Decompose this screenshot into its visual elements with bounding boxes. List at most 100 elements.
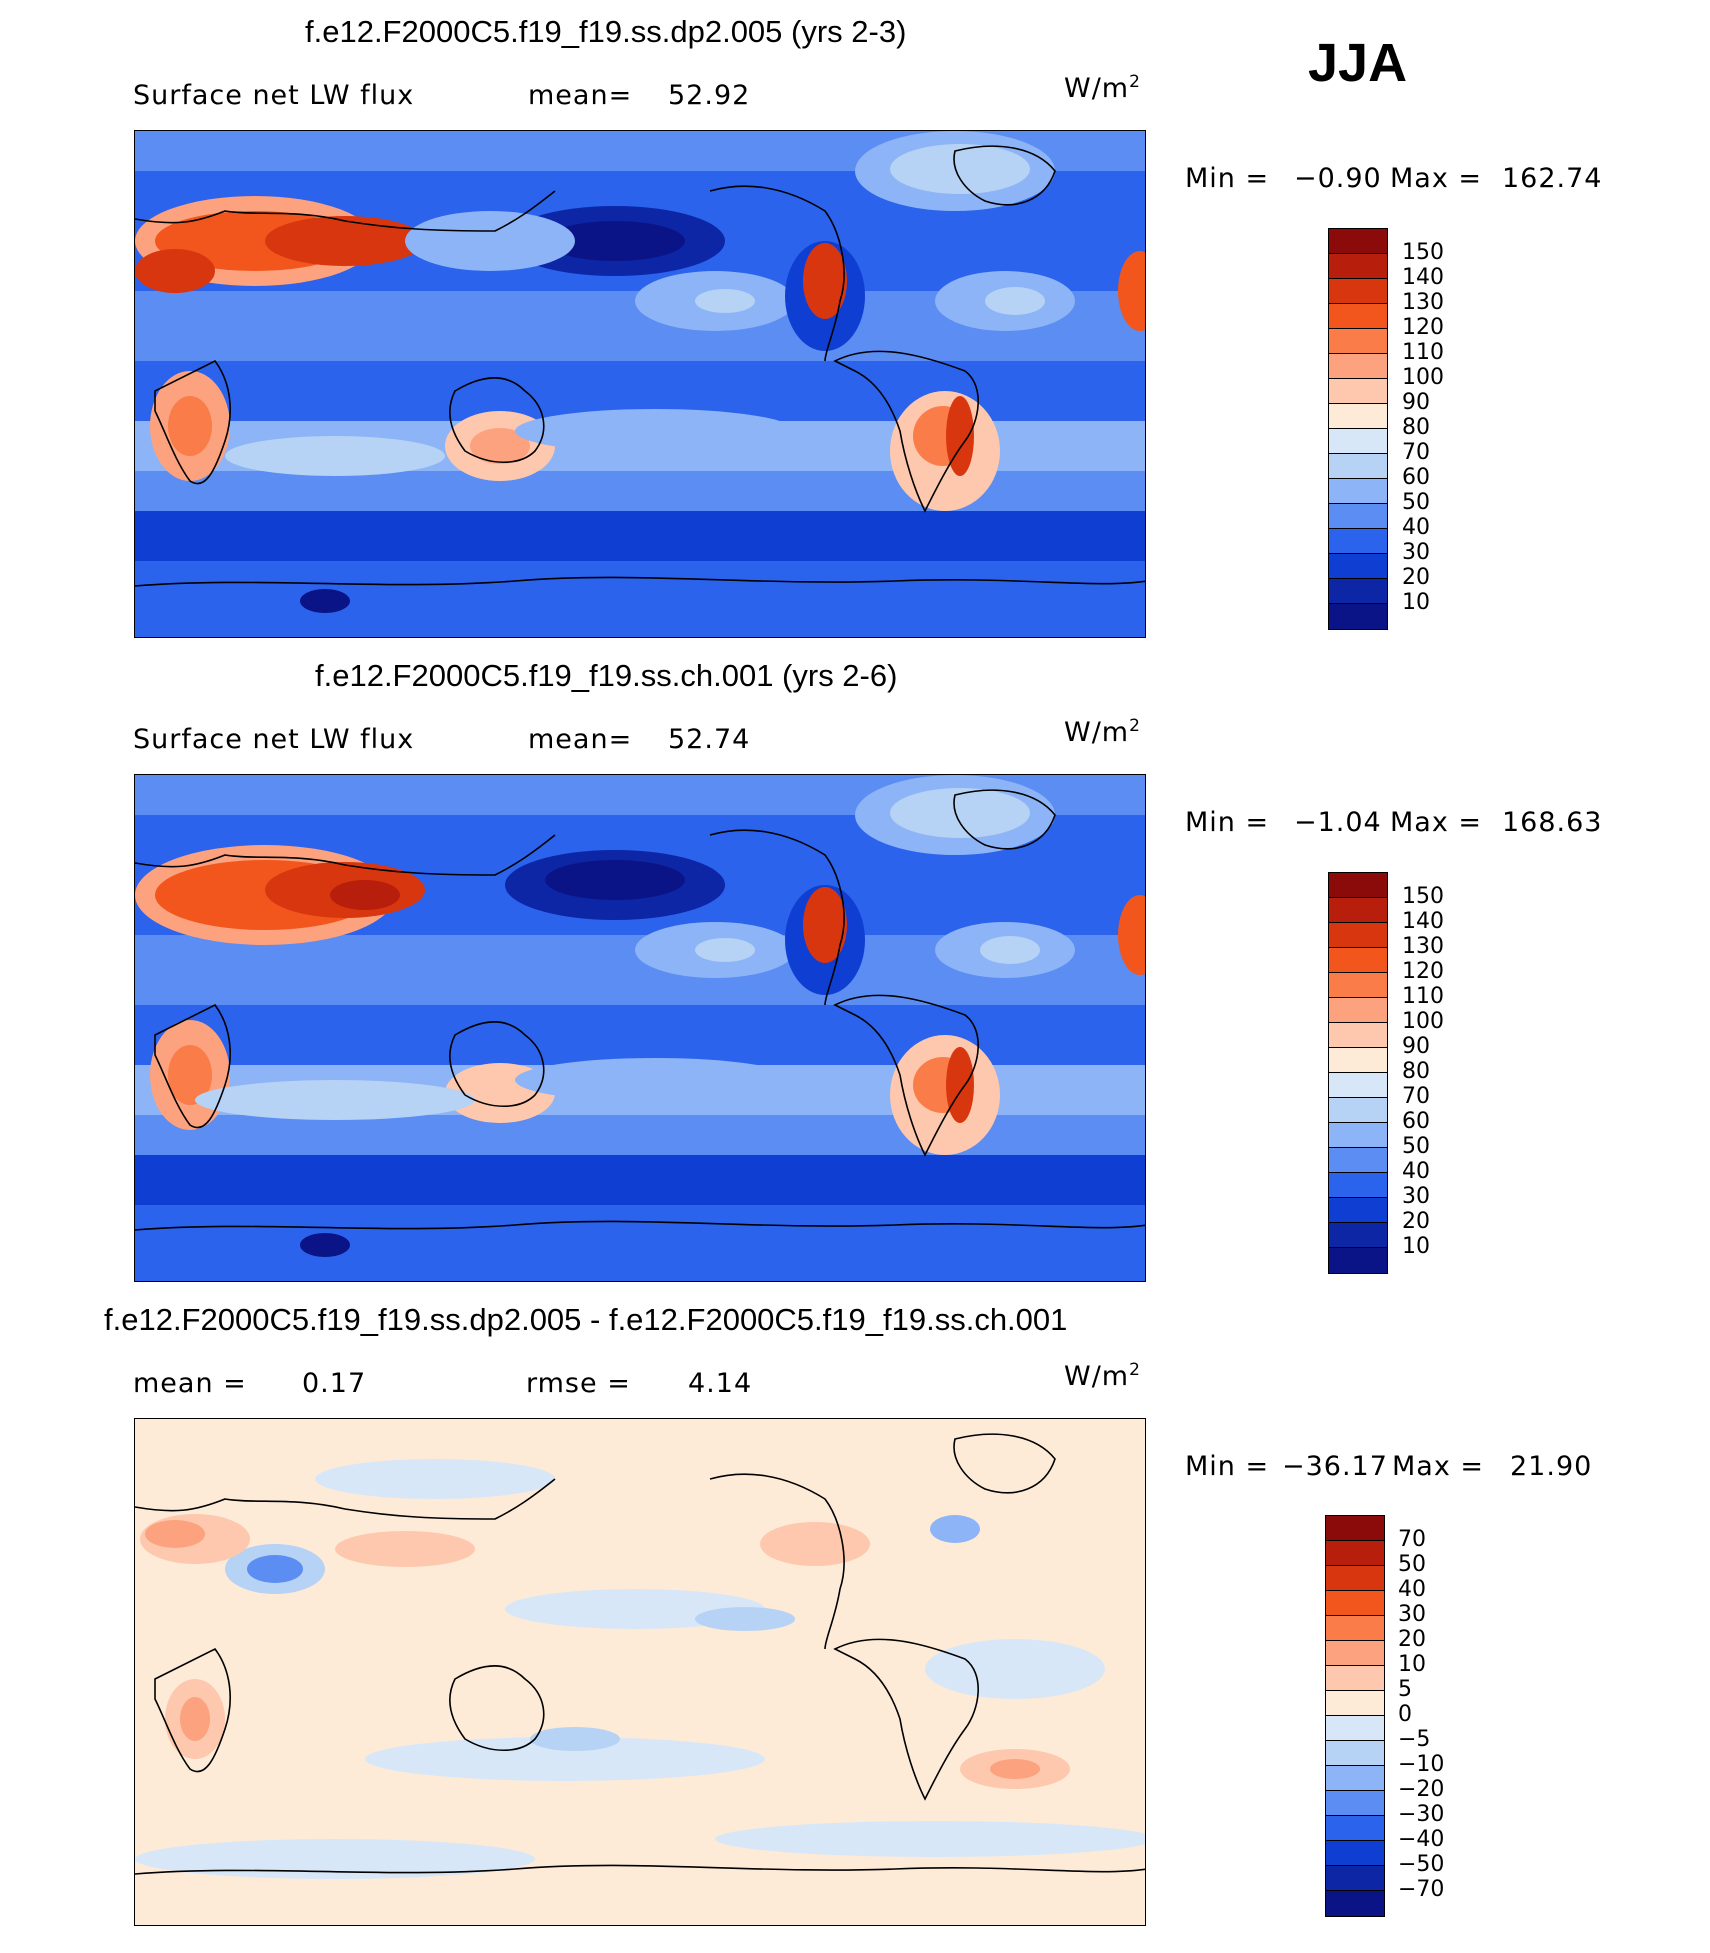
colorbar-swatch: [1329, 1073, 1387, 1098]
colorbar-tick-label: 60: [1402, 1109, 1430, 1134]
colorbar-tick-label: 90: [1402, 390, 1430, 415]
colorbar-swatch: [1329, 898, 1387, 923]
colorbar-swatch: [1329, 554, 1387, 579]
panel2-colorbar-boxes: [1328, 872, 1388, 1274]
panel2-min-value: −1.04: [1294, 807, 1382, 838]
colorbar-swatch: [1329, 1048, 1387, 1073]
colorbar-tick-label: 130: [1402, 934, 1444, 959]
panel3-max-value: 21.90: [1510, 1451, 1593, 1482]
colorbar-swatch: [1329, 873, 1387, 898]
colorbar-tick-label: 30: [1402, 1184, 1430, 1209]
colorbar-tick-label: 70: [1398, 1527, 1426, 1552]
panel3-rmse-label: rmse =: [526, 1368, 631, 1399]
panel3-min-label: Min =: [1185, 1451, 1270, 1482]
panel1-variable-label: Surface net LW flux: [133, 80, 415, 111]
colorbar-swatch: [1329, 579, 1387, 604]
colorbar-swatch: [1329, 1023, 1387, 1048]
panel2-colorbar: [1328, 872, 1388, 1274]
colorbar-swatch: [1326, 1616, 1384, 1641]
colorbar-swatch: [1329, 923, 1387, 948]
colorbar-swatch: [1326, 1641, 1384, 1666]
colorbar-tick-label: 50: [1402, 490, 1430, 515]
season-label: JJA: [1308, 33, 1408, 93]
colorbar-tick-label: −70: [1398, 1877, 1445, 1902]
colorbar-tick-label: 5: [1398, 1677, 1412, 1702]
panel1-mean-value: 52.92: [668, 80, 751, 111]
colorbar-swatch: [1326, 1716, 1384, 1741]
colorbar-tick-label: 0: [1398, 1702, 1412, 1727]
colorbar-tick-label: 110: [1402, 984, 1444, 1009]
panel2-map: [134, 774, 1146, 1282]
colorbar-tick-label: −30: [1398, 1802, 1445, 1827]
colorbar-tick-label: 50: [1402, 1134, 1430, 1159]
colorbar-swatch: [1329, 998, 1387, 1023]
colorbar-tick-label: −50: [1398, 1852, 1445, 1877]
panel1-units: W/m2: [1064, 72, 1141, 104]
colorbar-swatch: [1326, 1691, 1384, 1716]
colorbar-tick-label: −40: [1398, 1827, 1445, 1852]
colorbar-tick-label: 60: [1402, 465, 1430, 490]
colorbar-swatch: [1329, 1248, 1387, 1273]
panel1-title: f.e12.F2000C5.f19_f19.ss.dp2.005 (yrs 2-…: [305, 14, 907, 49]
colorbar-swatch: [1329, 529, 1387, 554]
colorbar-swatch: [1329, 329, 1387, 354]
panel2-units: W/m2: [1064, 716, 1141, 748]
panel2-max-label: Max =: [1390, 807, 1483, 838]
colorbar-swatch: [1329, 504, 1387, 529]
colorbar-tick-label: −5: [1398, 1727, 1431, 1752]
panel3-max-label: Max =: [1392, 1451, 1485, 1482]
panel1-mean-label: mean=: [528, 80, 633, 111]
colorbar-tick-label: −20: [1398, 1777, 1445, 1802]
colorbar-swatch: [1329, 1123, 1387, 1148]
colorbar-tick-label: 10: [1398, 1652, 1426, 1677]
panel1-min-label: Min =: [1185, 163, 1270, 194]
colorbar-swatch: [1329, 1198, 1387, 1223]
colorbar-tick-label: 70: [1402, 440, 1430, 465]
colorbar-tick-label: 120: [1402, 959, 1444, 984]
panel3-colorbar: [1325, 1515, 1385, 1917]
colorbar-tick-label: 20: [1402, 1209, 1430, 1234]
panel3-map: [134, 1418, 1146, 1926]
colorbar-swatch: [1329, 379, 1387, 404]
panel2-title: f.e12.F2000C5.f19_f19.ss.ch.001 (yrs 2-6…: [315, 658, 898, 693]
panel3-rmse-value: 4.14: [688, 1368, 753, 1399]
colorbar-swatch: [1329, 1173, 1387, 1198]
colorbar-tick-label: −10: [1398, 1752, 1445, 1777]
colorbar-swatch: [1326, 1816, 1384, 1841]
colorbar-swatch: [1329, 429, 1387, 454]
colorbar-swatch: [1329, 254, 1387, 279]
colorbar-tick-label: 20: [1398, 1627, 1426, 1652]
panel2-max-value: 168.63: [1502, 807, 1603, 838]
colorbar-tick-label: 100: [1402, 1009, 1444, 1034]
panel3-min-value: −36.17: [1282, 1451, 1388, 1482]
colorbar-tick-label: 150: [1402, 240, 1444, 265]
colorbar-tick-label: 20: [1402, 565, 1430, 590]
colorbar-swatch: [1329, 454, 1387, 479]
colorbar-swatch: [1329, 973, 1387, 998]
colorbar-swatch: [1329, 1148, 1387, 1173]
panel2-mean-value: 52.74: [668, 724, 751, 755]
colorbar-swatch: [1329, 1098, 1387, 1123]
colorbar-swatch: [1329, 229, 1387, 254]
panel3-mean-label: mean =: [133, 1368, 247, 1399]
colorbar-tick-label: 50: [1398, 1552, 1426, 1577]
colorbar-swatch: [1326, 1516, 1384, 1541]
panel1-max-label: Max =: [1390, 163, 1483, 194]
colorbar-tick-label: 30: [1398, 1602, 1426, 1627]
panel3-colorbar-boxes: [1325, 1515, 1385, 1917]
colorbar-swatch: [1329, 948, 1387, 973]
colorbar-tick-label: 70: [1402, 1084, 1430, 1109]
colorbar-tick-label: 150: [1402, 884, 1444, 909]
panel1-map: [134, 130, 1146, 638]
colorbar-swatch: [1329, 404, 1387, 429]
colorbar-swatch: [1326, 1591, 1384, 1616]
panel3-title: f.e12.F2000C5.f19_f19.ss.dp2.005 - f.e12…: [104, 1302, 1068, 1337]
colorbar-tick-label: 90: [1402, 1034, 1430, 1059]
colorbar-swatch: [1326, 1741, 1384, 1766]
panel2-min-label: Min =: [1185, 807, 1270, 838]
colorbar-swatch: [1326, 1791, 1384, 1816]
colorbar-tick-label: 10: [1402, 1234, 1430, 1259]
colorbar-tick-label: 110: [1402, 340, 1444, 365]
panel3-units: W/m2: [1064, 1360, 1141, 1392]
colorbar-swatch: [1326, 1766, 1384, 1791]
